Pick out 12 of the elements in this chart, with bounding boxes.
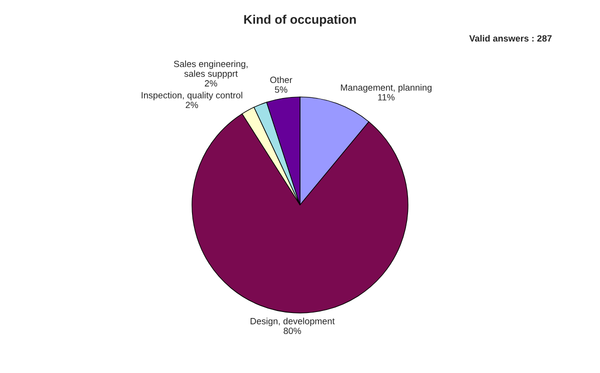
data-label: 11%: [378, 94, 395, 100]
text: Valid answers : 287: [469, 34, 552, 42]
slice-label: Management, planning: [340, 84, 432, 93]
data-label: 2%: [204, 80, 218, 87]
slice-label: Other: [270, 76, 292, 84]
chart-title: Kind of occupation: [244, 14, 356, 26]
slice-label: Design, development: [250, 318, 335, 326]
slice-label: Sales engineering, sales suppprt: [174, 60, 248, 79]
data-label: 2%: [186, 102, 198, 108]
data-label: 80%: [284, 328, 302, 334]
slice-label: Inspection, quality control: [142, 92, 242, 100]
data-label: 5%: [274, 86, 288, 93]
